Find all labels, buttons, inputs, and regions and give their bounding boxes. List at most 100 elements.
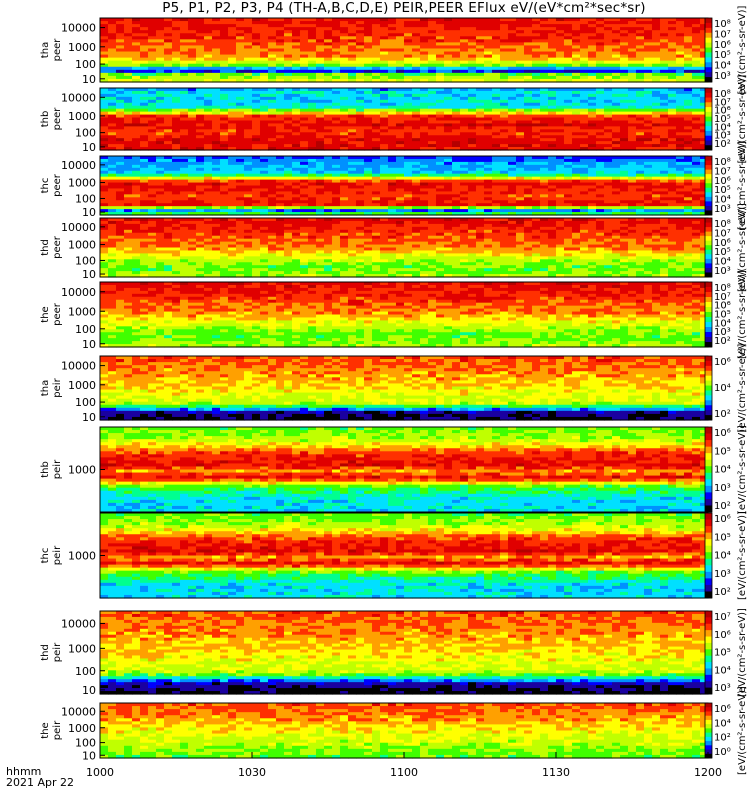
colorbar: 10⁶ 10⁴ 10² 10⁰ [eV/(cm²-s-sr-eV)]: [704, 686, 748, 775]
x-tick-label: 1130: [542, 766, 570, 779]
spectrogram: [100, 611, 709, 695]
probe-label: tha: [40, 42, 51, 58]
colorbar-label: [eV/(cm²-s-sr-eV)]: [737, 425, 748, 514]
colorbar-tick-label: 10⁶: [714, 238, 731, 249]
date-label: 2021 Apr 22: [6, 776, 75, 789]
y-tick-label: 100: [75, 58, 96, 71]
colorbar-tick-label: 10⁵: [714, 247, 731, 258]
colorbar-tick-label: 10³: [714, 569, 731, 580]
colorbar-tick-label: 10⁷: [714, 612, 731, 623]
x-tick-label: 1200: [694, 766, 722, 779]
y-tick-label: 100: [75, 254, 96, 267]
y-tick-label: 100: [75, 192, 96, 205]
colorbar-tick-label: 10⁴: [714, 122, 731, 133]
colorbar-tick-label: 10³: [714, 483, 731, 494]
colorbar-tick-label: 10⁷: [714, 29, 731, 40]
colorbar-tick-label: 10⁴: [714, 551, 731, 562]
colorbar-tick-label: 10⁵: [714, 648, 731, 659]
y-tick-label: 1000: [68, 379, 96, 392]
colorbar-tick-label: 10⁴: [714, 665, 731, 676]
y-tick-label: 10000: [61, 221, 96, 234]
colorbar-tick-label: 10⁶: [714, 301, 731, 312]
time-unit-label: hhmm: [6, 765, 42, 778]
colorbar-tick-label: 10²: [714, 733, 731, 744]
colorbar-tick-label: 10⁴: [714, 718, 731, 729]
y-tick-label: 1000: [68, 177, 96, 190]
spectrogram: [100, 513, 709, 599]
colorbar-tick-label: 10³: [714, 266, 731, 277]
y-tick-label: 1000: [68, 305, 96, 318]
colorbar-label: [eV/(cm²-s-sr-eV)]: [737, 141, 748, 230]
panel-thc-peir: 1000 thc peir 10⁶ 10⁵ 10⁴ 10³ 10² [eV/(cm²-s-sr-…: [40, 511, 748, 600]
y-tick-label: 1000: [68, 41, 96, 54]
colorbar-tick-label: 10²: [714, 336, 731, 347]
colorbar: 10⁶ 10⁵ 10⁴ 10³ 10² [eV/(cm²-s-sr-eV)]: [704, 511, 748, 600]
colorbar-tick-label: 10⁷: [714, 166, 731, 177]
colorbar-label: [eV/(cm²-s-sr-eV)]: [737, 608, 748, 697]
colorbar-tick-label: 10³: [714, 204, 731, 215]
product-label: peir: [52, 642, 63, 662]
colorbar-tick-label: 10⁵: [714, 185, 731, 196]
spectrogram: [100, 18, 709, 83]
colorbar-tick-label: 10⁵: [714, 532, 731, 543]
colorbar-label: [eV/(cm²-s-sr-eV)]: [737, 511, 748, 600]
x-axis: 1000 1030 1100 1130 1200: [86, 752, 722, 779]
colorbar-tick-label: 10⁴: [714, 465, 731, 476]
panel-thd-peir: 10000 1000 100 10 thd peir 10⁷ 10⁶ 10⁵ 10⁴ 10³ [eV/…: [40, 608, 748, 697]
colorbar-label: [eV/(cm²-s-sr-eV)]: [737, 686, 748, 775]
spectrogram: [100, 703, 709, 759]
colorbar-tick-label: 10⁴: [714, 61, 731, 72]
colorbar-tick-label: 10⁶: [714, 106, 731, 117]
colorbar-tick-label: 10⁸: [714, 283, 731, 294]
probe-label: thc: [40, 178, 51, 194]
y-tick-label: 100: [75, 737, 96, 750]
colorbar-label: [eV/(cm²-s-sr-eV)]: [737, 5, 748, 94]
colorbar-tick-label: 10⁶: [714, 40, 731, 51]
x-tick-label: 1000: [86, 766, 114, 779]
product-label: peer: [52, 302, 63, 326]
y-tick-label: 10000: [61, 91, 96, 104]
colorbar-tick-label: 10⁵: [714, 310, 731, 321]
colorbar-tick-label: 10⁷: [714, 292, 731, 303]
colorbar: 10⁷ 10⁶ 10⁵ 10⁴ 10³ [eV/(cm²-s-sr-eV)]: [704, 608, 748, 697]
y-tick-label: 100: [75, 396, 96, 409]
y-tick-label: 10: [82, 73, 96, 86]
y-tick-label: 10: [82, 268, 96, 281]
colorbar-tick-label: 10⁸: [714, 219, 731, 230]
y-tick-label: 1000: [68, 642, 96, 655]
spectrogram: [100, 356, 709, 421]
panel-tha-peir: 10000 1000 100 10 tha peir 10⁶ 10⁴ 10² [eV/(cm²-s…: [40, 343, 748, 432]
probe-label: thb: [40, 111, 51, 128]
x-tick-label: 1030: [238, 766, 266, 779]
y-tick-label: 10000: [61, 360, 96, 373]
probe-label: tha: [40, 380, 51, 396]
product-label: peir: [52, 377, 63, 397]
spectrogram: [100, 282, 709, 348]
y-tick-label: 10: [82, 141, 96, 154]
colorbar-tick-label: 10⁵: [714, 446, 731, 457]
product-label: peir: [52, 459, 63, 479]
colorbar-tick-label: 10⁶: [714, 514, 731, 525]
colorbar-tick-label: 10⁸: [714, 89, 731, 100]
y-tick-label: 10000: [61, 286, 96, 299]
colorbar-tick-label: 10²: [714, 501, 731, 512]
plot-title: P5, P1, P2, P3, P4 (TH-A,B,C,D,E) PEIR,P…: [162, 0, 646, 16]
probe-label: thc: [40, 548, 51, 564]
colorbar-tick-label: 10⁶: [714, 357, 731, 368]
colorbar-label: [eV/(cm²-s-sr-eV)]: [737, 343, 748, 432]
colorbar-tick-label: 10⁵: [714, 50, 731, 61]
colorbar-tick-label: 10⁴: [714, 318, 731, 329]
product-label: peer: [52, 107, 63, 131]
y-tick-label: 100: [75, 127, 96, 140]
colorbar-tick-label: 10⁷: [714, 228, 731, 239]
